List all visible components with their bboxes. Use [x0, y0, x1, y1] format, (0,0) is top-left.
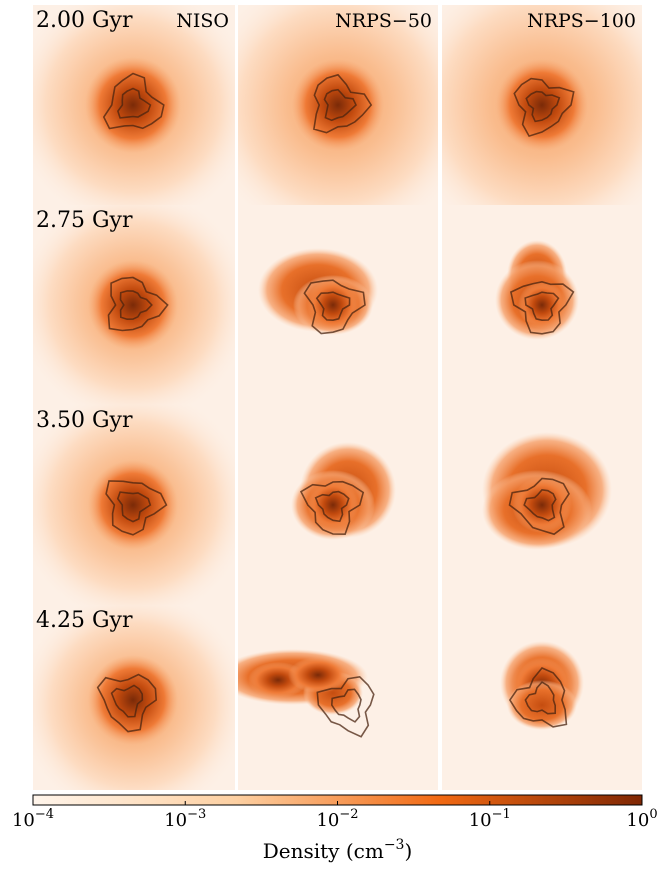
colorbar-tick-label: 10−2 [316, 807, 358, 831]
density-blob [88, 260, 178, 350]
tick-base: 10 [164, 810, 187, 831]
column-label: NISO [176, 10, 229, 32]
contour [314, 490, 350, 523]
label-text: Density (cm [263, 839, 384, 863]
contour [117, 87, 152, 119]
density-blob [507, 680, 577, 730]
density-blob [88, 460, 178, 550]
density-blob [307, 479, 359, 531]
tick-base: 10 [469, 810, 492, 831]
panel [238, 5, 438, 205]
contour [323, 88, 357, 122]
contour [330, 688, 362, 723]
colorbar-tick-label: 100 [626, 807, 657, 831]
panel [442, 5, 642, 205]
contour [315, 291, 351, 322]
contour [525, 90, 561, 123]
contour [524, 681, 556, 715]
panel [238, 605, 438, 790]
panel [33, 5, 235, 205]
contour [119, 290, 153, 321]
tick-exponent: −1 [492, 807, 511, 822]
contour [513, 77, 575, 138]
density-blob [85, 57, 181, 153]
colorbar-tick-label: 10−1 [469, 807, 511, 831]
contour [116, 491, 152, 523]
colorbar-tick-label: 10−4 [12, 807, 54, 831]
panel [33, 405, 235, 605]
contour [105, 480, 168, 536]
row-label: 3.50 Gyr [36, 408, 133, 433]
label-exponent: −3 [384, 837, 405, 853]
panel [442, 605, 642, 790]
tick-exponent: −3 [187, 807, 206, 822]
panel [442, 405, 642, 605]
panels [33, 5, 642, 790]
contour [96, 673, 158, 733]
colorbar-label: Density (cm−3) [263, 837, 413, 863]
tick-exponent: −4 [35, 807, 54, 822]
row-label: 2.75 Gyr [36, 208, 133, 233]
tick-base: 10 [12, 810, 35, 831]
contour [312, 73, 373, 134]
tick-exponent: −2 [339, 807, 358, 822]
contour [508, 477, 570, 536]
panel [33, 605, 235, 790]
panel [238, 205, 438, 405]
label-after: ) [404, 839, 412, 863]
density-blob [496, 59, 588, 151]
column-label: NRPS−50 [335, 10, 432, 32]
panel [238, 405, 438, 605]
density-blob [292, 59, 384, 151]
colorbar-tick-label: 10−3 [164, 807, 206, 831]
contour [316, 675, 375, 738]
density-blob [288, 657, 348, 693]
contour [102, 72, 165, 130]
tick-base: 10 [626, 810, 649, 831]
row-label: 4.25 Gyr [36, 608, 133, 633]
contour [107, 276, 169, 332]
column-label: NRPS−100 [527, 10, 636, 32]
panel [33, 205, 235, 405]
density-blob [307, 279, 359, 331]
row-label: 2.00 Gyr [36, 8, 133, 33]
contour [524, 291, 560, 322]
contour [509, 280, 575, 335]
contour [508, 667, 568, 728]
panel [442, 205, 642, 405]
tick-base: 10 [316, 810, 339, 831]
tick-exponent: 0 [649, 807, 657, 822]
density-blob [88, 655, 178, 745]
contour [523, 488, 557, 522]
contour [303, 279, 366, 335]
contour [299, 480, 365, 536]
contour [110, 684, 144, 718]
